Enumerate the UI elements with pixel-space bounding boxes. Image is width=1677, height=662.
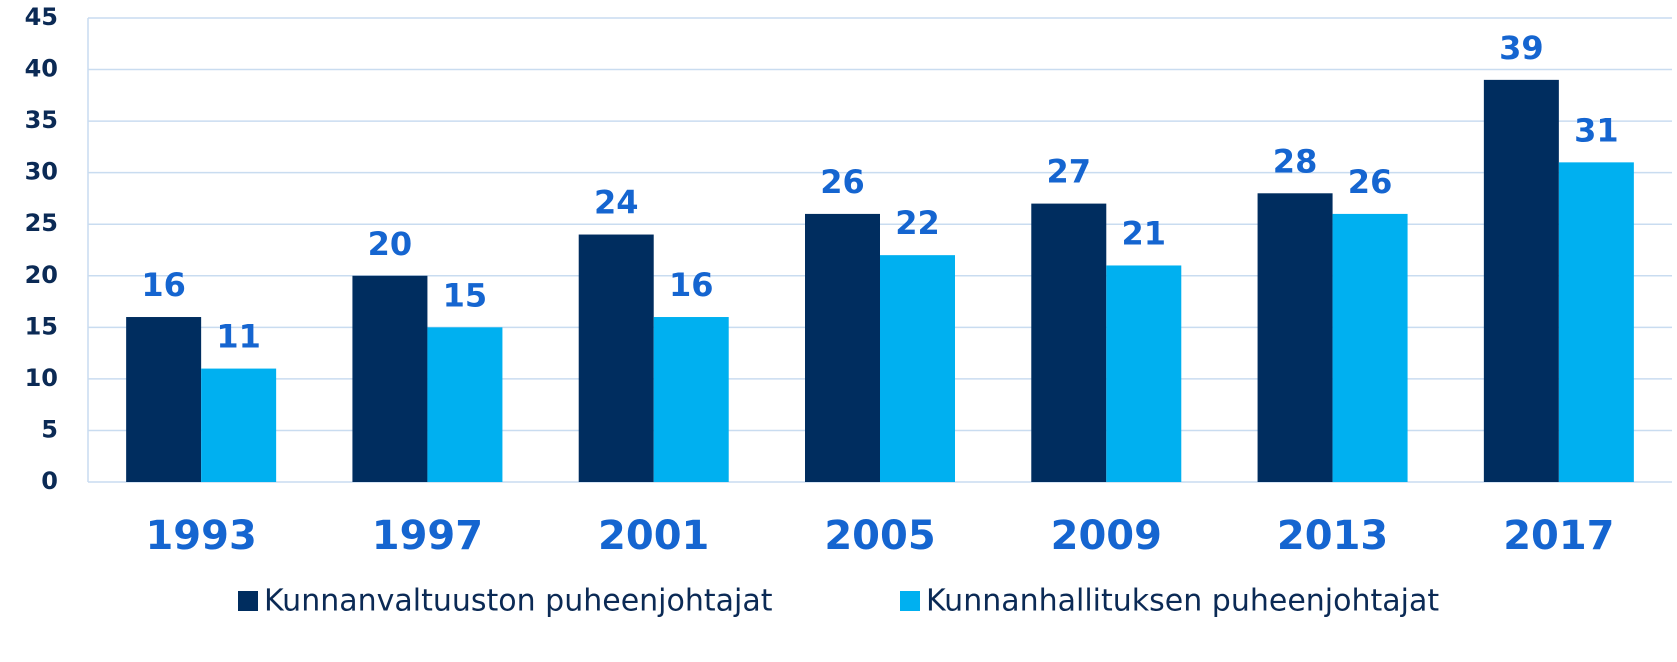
x-tick-label: 1993 xyxy=(145,513,256,559)
value-label: 24 xyxy=(594,184,639,222)
bar xyxy=(201,368,277,482)
legend-label: Kunnanvaltuuston puheenjohtajat xyxy=(264,584,773,619)
value-label: 28 xyxy=(1273,142,1318,180)
legend-label: Kunnanhallituksen puheenjohtajat xyxy=(926,584,1439,619)
value-label: 27 xyxy=(1047,153,1092,191)
y-tick-label: 45 xyxy=(25,3,58,31)
y-tick-label: 25 xyxy=(25,209,58,237)
bar xyxy=(1106,265,1182,482)
value-label: 21 xyxy=(1122,214,1167,252)
bar xyxy=(1483,79,1559,482)
value-label: 31 xyxy=(1574,111,1619,149)
bar xyxy=(1031,203,1107,482)
value-label: 16 xyxy=(141,266,186,304)
y-tick-label: 20 xyxy=(25,261,58,289)
x-tick-label: 2005 xyxy=(824,513,935,559)
bar xyxy=(653,317,729,482)
x-tick-label: 2009 xyxy=(1051,513,1162,559)
value-label: 15 xyxy=(443,276,488,314)
x-tick-label: 2013 xyxy=(1277,513,1388,559)
value-label: 26 xyxy=(820,163,865,201)
bar xyxy=(578,234,654,482)
y-tick-label: 30 xyxy=(25,158,58,186)
y-tick-label: 35 xyxy=(25,106,58,134)
value-label: 16 xyxy=(669,266,714,304)
y-tick-label: 15 xyxy=(25,312,58,340)
legend-swatch xyxy=(900,591,920,611)
bar xyxy=(427,327,503,482)
value-label: 39 xyxy=(1499,29,1544,67)
x-tick-label: 2001 xyxy=(598,513,709,559)
y-tick-label: 0 xyxy=(41,467,58,495)
value-label: 22 xyxy=(895,204,940,242)
x-tick-label: 1997 xyxy=(372,513,483,559)
bar xyxy=(1558,162,1634,482)
bar xyxy=(352,275,428,482)
bar xyxy=(1332,213,1408,482)
value-label: 11 xyxy=(216,318,261,356)
legend-swatch xyxy=(238,591,258,611)
y-tick-label: 40 xyxy=(25,55,58,83)
y-tick-label: 10 xyxy=(25,364,58,392)
x-tick-label: 2017 xyxy=(1503,513,1614,559)
bar xyxy=(126,317,202,482)
y-tick-label: 5 xyxy=(41,415,58,443)
bar xyxy=(805,213,880,482)
value-label: 20 xyxy=(368,225,413,263)
bar xyxy=(880,255,955,482)
value-label: 26 xyxy=(1348,163,1393,201)
bar xyxy=(1257,193,1333,483)
